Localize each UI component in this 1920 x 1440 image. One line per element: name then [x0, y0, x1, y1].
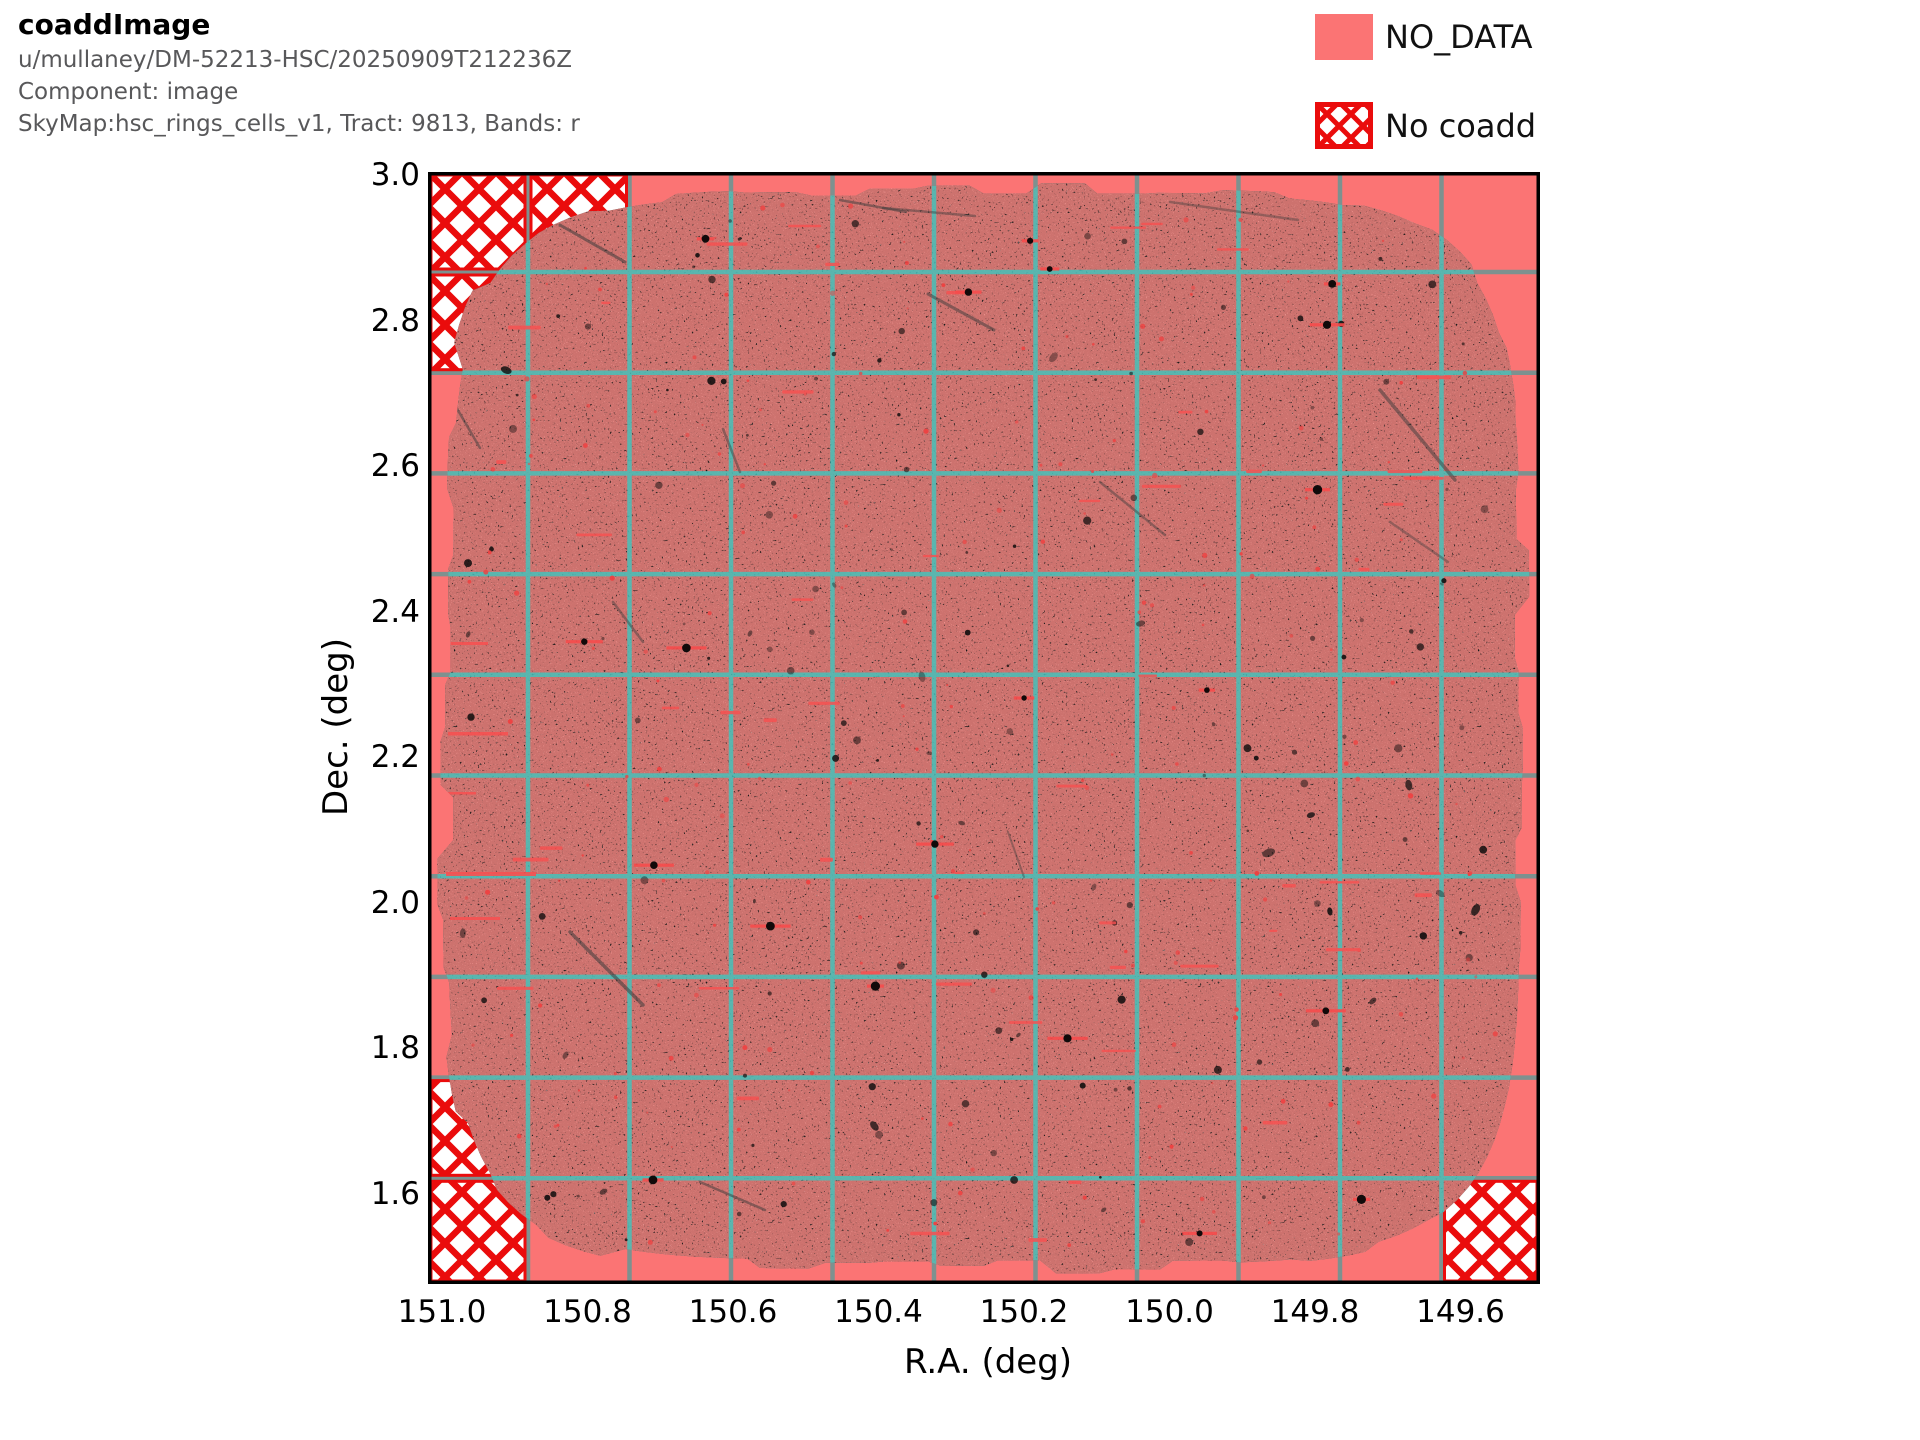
x-tick-label-150.4: 150.4 [834, 1294, 923, 1330]
streak-artifact [1388, 520, 1450, 564]
sky-plot [428, 172, 1540, 1284]
streak-artifact [1378, 388, 1457, 482]
no-coadd-hatch-icon [1315, 102, 1373, 149]
legend: NO_DATA No coadd [1315, 14, 1536, 191]
streak-artifact [926, 292, 996, 332]
streak-artifact [558, 223, 627, 264]
component-line: Component: image [18, 79, 239, 105]
y-tick-label-2.4: 2.4 [370, 593, 420, 630]
no-coadd-label: No coadd [1385, 106, 1537, 145]
streak-artifact [721, 427, 742, 474]
no-data-label: NO_DATA [1385, 18, 1533, 56]
no-coadd-swatch [1315, 102, 1373, 149]
y-tick-label-2.0: 2.0 [370, 884, 420, 921]
x-tick-label-150.6: 150.6 [688, 1294, 778, 1330]
legend-item-no-coadd: No coadd [1315, 102, 1536, 149]
no-data-swatch [1315, 14, 1373, 60]
legend-item-no-data: NO_DATA [1315, 14, 1536, 60]
streak-artifact [1007, 831, 1025, 878]
streak-artifact [881, 206, 977, 218]
header-block: coaddImage u/mullaney/DM-52213-HSC/20250… [18, 6, 580, 140]
coadd-data-region [437, 183, 1530, 1274]
x-tick-label-151.0: 151.0 [397, 1294, 487, 1330]
skymap-line: SkyMap:hsc_rings_cells_v1, Tract: 9813, … [18, 111, 580, 137]
plot-spines [428, 172, 1540, 1284]
x-tick-label-149.8: 149.8 [1270, 1294, 1360, 1330]
streak-artifact [611, 600, 645, 644]
x-axis-label: R.A. (deg) [903, 1342, 1073, 1382]
figure-title: coaddImage [18, 8, 211, 41]
y-tick-label-1.6: 1.6 [370, 1175, 420, 1212]
y-tick-label-2.6: 2.6 [370, 448, 420, 484]
collection-line: u/mullaney/DM-52213-HSC/20250909T212236Z [18, 47, 572, 73]
no-coadd-patch [1443, 1179, 1539, 1283]
y-tick-label-2.8: 2.8 [370, 302, 420, 339]
streak-artifact [838, 198, 908, 214]
y-tick-label-1.8: 1.8 [370, 1030, 420, 1066]
y-axis-label: Dec. (deg) [316, 637, 356, 817]
y-tick-label-2.2: 2.2 [370, 739, 420, 775]
x-tick-label-149.6: 149.6 [1416, 1294, 1505, 1330]
no-coadd-patch [429, 173, 527, 271]
streak-artifact [1098, 480, 1167, 537]
x-tick-label-150.2: 150.2 [979, 1294, 1069, 1330]
x-tick-label-150.0: 150.0 [1125, 1294, 1214, 1330]
streak-artifact [1168, 200, 1300, 222]
y-tick-label-3.0: 3.0 [370, 157, 420, 193]
streak-artifact [698, 1180, 767, 1212]
x-tick-label-150.8: 150.8 [543, 1294, 632, 1330]
streak-artifact [568, 930, 645, 1007]
